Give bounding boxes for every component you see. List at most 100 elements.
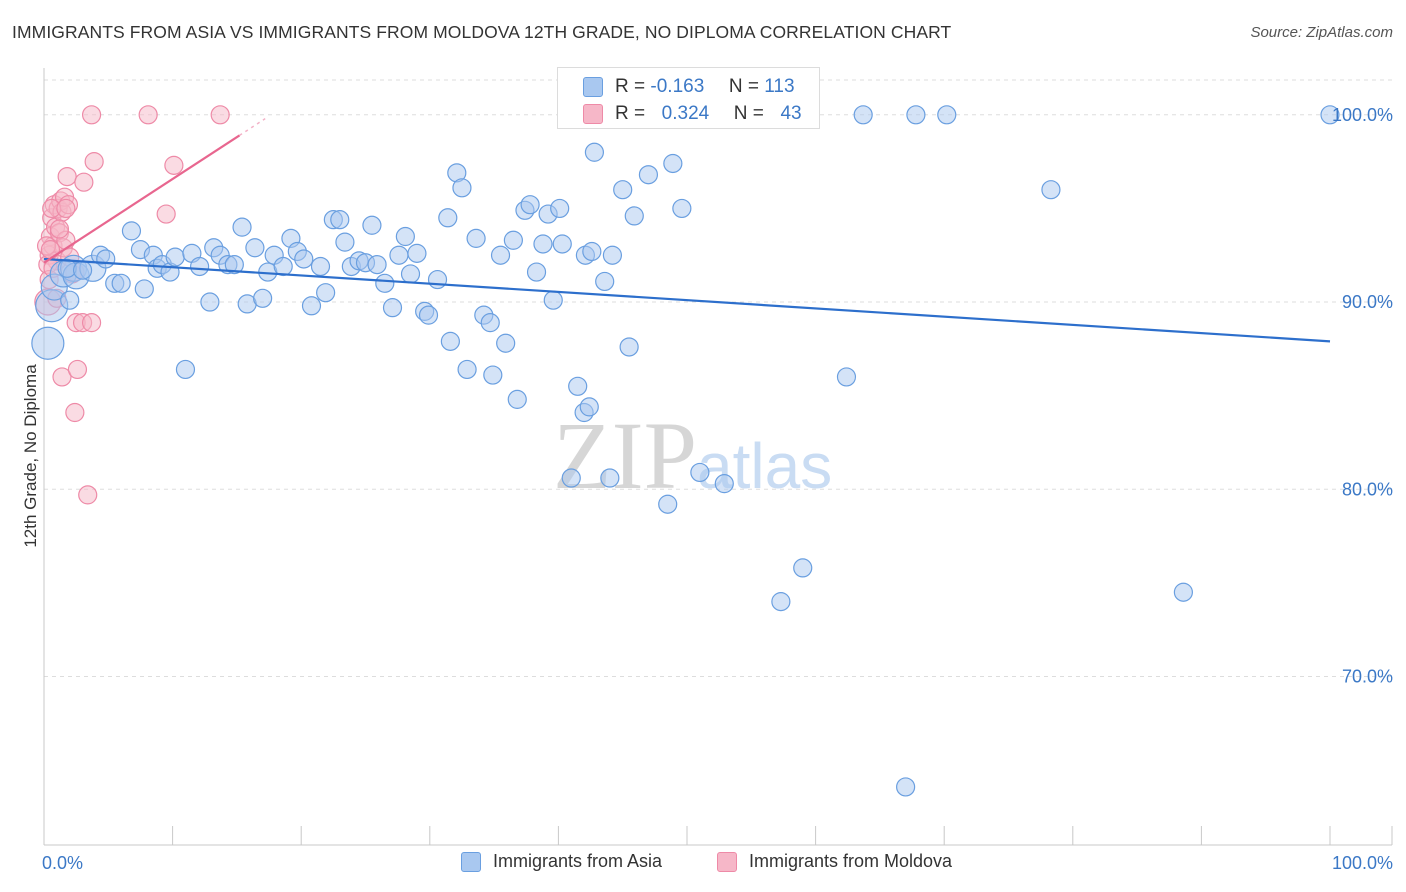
asia-point [134,279,154,299]
asia-point [595,271,615,292]
asia-point [672,198,692,219]
stats-box: R = -0.163 N = 113 R = 0.324 N = 43 [557,67,820,129]
asia-point [96,249,116,269]
legend-item-moldova[interactable]: Immigrants from Moldova [717,851,952,872]
asia-point [389,245,409,265]
asia-point [1041,180,1061,200]
asia-point [658,494,678,514]
asia-point [690,462,710,483]
asia-point [310,256,331,277]
stats-row-moldova: R = 0.324 N = 43 [558,101,821,127]
moldova-stat-text: R = 0.324 N = 43 [615,103,802,125]
x-tick-label: 100.0% [1332,853,1393,873]
asia-point [440,331,460,351]
legend-label-asia: Immigrants from Asia [493,851,663,871]
moldova-point [156,204,176,224]
source-label: Source: ZipAtlas.com [1250,24,1393,41]
legend-swatch-moldova [717,851,737,872]
moldova-point [40,240,61,260]
asia-point [520,195,540,215]
asia-point [853,105,873,125]
asia-point [400,264,421,284]
asia-r-value: -0.163 [650,76,705,97]
chart-title: IMMIGRANTS FROM ASIA VS IMMIGRANTS FROM … [12,22,952,42]
asia-point [624,206,644,226]
watermark: ZIPatlas [553,400,832,511]
moldova-trend-extension [239,118,266,137]
asia-point [483,365,503,385]
asia-point [427,269,448,290]
asia-trend-line [43,257,1331,343]
asia-point [190,256,210,277]
legend-label-moldova: Immigrants from Moldova [749,851,953,871]
asia-stat-text: R = -0.163 N = 113 [615,76,795,98]
asia-point [714,474,734,494]
asia-point [584,142,605,162]
asia-point [438,208,458,228]
asia-point [31,326,65,360]
moldova-point [84,152,104,172]
asia-point [330,210,350,230]
asia-point [602,245,623,265]
asia-n-label: N = [728,76,759,97]
asia-point [582,241,602,262]
moldova-r-label: R = [615,103,646,124]
asia-point [507,389,527,409]
x-tick-label: 0.0% [42,853,83,873]
asia-point [111,273,131,293]
asia-point [452,178,472,198]
moldova-point [57,166,77,187]
y-axis-title: 12th Grade, No Diploma [21,364,40,548]
asia-point [382,298,403,318]
moldova-n-value: 43 [780,103,802,124]
asia-point [663,153,683,174]
asia-point [600,468,620,488]
moldova-trend-line [43,134,241,264]
asia-point [771,592,791,612]
axis-labels: 70.0% 80.0% 90.0% 100.0% 0.0% 100.0% 12th Grad… [21,105,1393,873]
asia-point [619,337,639,357]
asia-point [301,296,322,316]
asia-n-value: 113 [764,76,795,97]
asia-point [294,249,314,269]
legend-item-asia[interactable]: Immigrants from Asia [461,851,662,872]
asia-point [367,254,387,275]
moldova-point [67,359,88,380]
moldova-point [164,155,184,175]
legend: Immigrants from Asia Immigrants from Mol… [0,851,1406,879]
asia-point [232,217,252,237]
stats-row-asia: R = -0.163 N = 113 [558,74,821,100]
asia-point [245,238,265,258]
asia-point [480,313,500,333]
moldova-point [52,367,72,387]
axes [43,68,1393,846]
moldova-point [81,105,102,125]
asia-point [937,105,957,125]
asia-point [466,228,486,248]
y-tick-label: 90.0% [1342,292,1393,312]
asia-point [60,290,80,310]
asia-point [579,397,599,417]
y-tick-label: 80.0% [1342,479,1393,499]
asia-point [457,359,477,380]
asia-point [407,243,427,263]
moldova-point [138,105,158,125]
moldova-point [78,485,98,505]
asia-point [896,777,916,797]
asia-point [533,234,553,254]
asia-stat-swatch [583,77,603,97]
asia-point [526,262,547,282]
asia-point [200,292,220,312]
asia-point [568,376,588,396]
asia-point [613,180,633,200]
moldova-point [81,313,102,333]
asia-point [362,215,382,235]
asia-point [165,247,185,267]
legend-swatch-asia [461,851,481,872]
asia-point [316,283,336,303]
asia-r-label: R = [615,76,646,97]
asia-point [550,198,570,219]
y-tick-label: 100.0% [1332,105,1393,125]
moldova-point [65,402,85,423]
